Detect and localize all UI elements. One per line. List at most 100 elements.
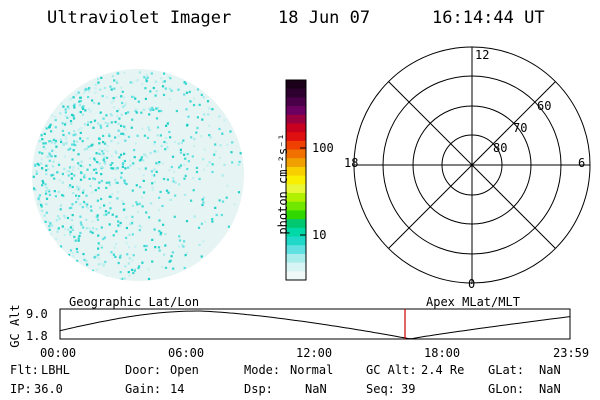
emission-pixel bbox=[121, 101, 124, 105]
emission-pixel bbox=[112, 97, 115, 100]
emission-pixel bbox=[93, 119, 97, 122]
emission-pixel bbox=[172, 180, 175, 183]
emission-pixel bbox=[45, 203, 48, 206]
emission-pixel bbox=[192, 189, 195, 192]
emission-pixel bbox=[85, 218, 88, 221]
emission-pixel bbox=[128, 233, 131, 236]
emission-pixel bbox=[71, 158, 74, 161]
emission-pixel bbox=[97, 77, 100, 81]
emission-pixel bbox=[161, 85, 165, 88]
emission-pixel bbox=[83, 148, 86, 151]
emission-pixel bbox=[163, 80, 166, 83]
emission-pixel bbox=[97, 253, 100, 256]
emission-pixel bbox=[123, 159, 126, 163]
emission-pixel bbox=[181, 244, 184, 247]
colorbar-segment bbox=[286, 193, 306, 203]
emission-pixel bbox=[159, 233, 162, 236]
emission-pixel bbox=[57, 190, 60, 194]
emission-pixel bbox=[185, 251, 188, 255]
emission-pixel bbox=[104, 121, 107, 124]
emission-pixel bbox=[110, 101, 113, 104]
emission-pixel bbox=[90, 144, 93, 147]
emission-pixel bbox=[79, 96, 82, 99]
emission-pixel bbox=[112, 167, 115, 170]
emission-pixel bbox=[221, 132, 224, 135]
emission-pixel bbox=[103, 148, 107, 151]
emission-pixel bbox=[156, 150, 159, 153]
emission-pixel bbox=[132, 95, 135, 98]
emission-pixel bbox=[83, 258, 86, 261]
colorbar-segment bbox=[286, 227, 306, 238]
emission-pixel bbox=[184, 254, 187, 257]
emission-pixel bbox=[97, 234, 100, 237]
emission-pixel bbox=[98, 148, 101, 151]
mode-label: Mode: bbox=[244, 363, 281, 377]
emission-pixel bbox=[100, 173, 103, 176]
emission-pixel bbox=[69, 98, 72, 101]
emission-pixel bbox=[79, 203, 82, 206]
emission-pixel bbox=[127, 166, 130, 169]
emission-pixel bbox=[213, 153, 216, 156]
emission-pixel bbox=[61, 181, 64, 184]
emission-pixel bbox=[132, 271, 135, 275]
emission-pixel bbox=[129, 223, 132, 226]
emission-pixel bbox=[239, 152, 242, 155]
emission-pixel bbox=[78, 100, 81, 103]
emission-pixel bbox=[35, 172, 38, 175]
emission-pixel bbox=[98, 152, 101, 155]
emission-pixel bbox=[114, 150, 117, 153]
emission-pixel bbox=[148, 128, 151, 132]
emission-pixel bbox=[208, 161, 211, 164]
emission-pixel bbox=[195, 170, 199, 174]
emission-pixel bbox=[135, 108, 138, 111]
emission-pixel bbox=[50, 233, 53, 236]
emission-pixel bbox=[196, 88, 200, 91]
timeline-left-title: Geographic Lat/Lon bbox=[69, 295, 200, 309]
emission-pixel bbox=[153, 181, 156, 184]
emission-pixel bbox=[110, 167, 113, 170]
emission-pixel bbox=[78, 163, 81, 167]
emission-pixel bbox=[96, 199, 99, 202]
emission-pixel bbox=[67, 107, 70, 110]
emission-pixel bbox=[86, 137, 89, 140]
emission-pixel bbox=[151, 106, 154, 109]
emission-pixel bbox=[155, 170, 158, 173]
emission-pixel bbox=[50, 155, 53, 158]
emission-pixel bbox=[77, 91, 80, 94]
emission-pixel bbox=[184, 174, 187, 177]
emission-pixel bbox=[220, 213, 223, 217]
emission-pixel bbox=[134, 97, 137, 100]
emission-pixel bbox=[122, 208, 125, 212]
emission-pixel bbox=[187, 160, 190, 163]
emission-pixel bbox=[111, 162, 114, 165]
emission-pixel bbox=[84, 202, 87, 205]
emission-pixel bbox=[76, 198, 80, 201]
emission-pixel bbox=[183, 93, 186, 96]
emission-pixel bbox=[72, 96, 75, 99]
emission-pixel bbox=[124, 167, 127, 170]
emission-pixel bbox=[70, 97, 73, 100]
emission-pixel bbox=[145, 211, 148, 214]
emission-pixel bbox=[71, 224, 74, 227]
timeline-frame bbox=[59, 308, 571, 340]
emission-pixel bbox=[133, 269, 136, 272]
colorbar-segment bbox=[286, 236, 306, 246]
emission-pixel bbox=[131, 215, 134, 218]
emission-pixel bbox=[74, 239, 77, 242]
emission-pixel bbox=[79, 231, 82, 235]
emission-pixel bbox=[64, 137, 68, 141]
emission-pixel bbox=[96, 218, 99, 221]
emission-pixel bbox=[129, 81, 132, 84]
emission-pixel bbox=[202, 168, 205, 171]
emission-pixel bbox=[38, 140, 41, 143]
emission-pixel bbox=[201, 118, 204, 121]
emission-pixel bbox=[116, 115, 119, 118]
emission-pixel bbox=[100, 76, 103, 79]
emission-pixel bbox=[142, 174, 145, 177]
emission-pixel bbox=[182, 245, 185, 248]
emission-pixel bbox=[84, 174, 87, 177]
emission-pixel bbox=[108, 134, 111, 138]
emission-pixel bbox=[98, 142, 101, 145]
emission-pixel bbox=[78, 110, 81, 113]
emission-pixel bbox=[68, 132, 71, 135]
